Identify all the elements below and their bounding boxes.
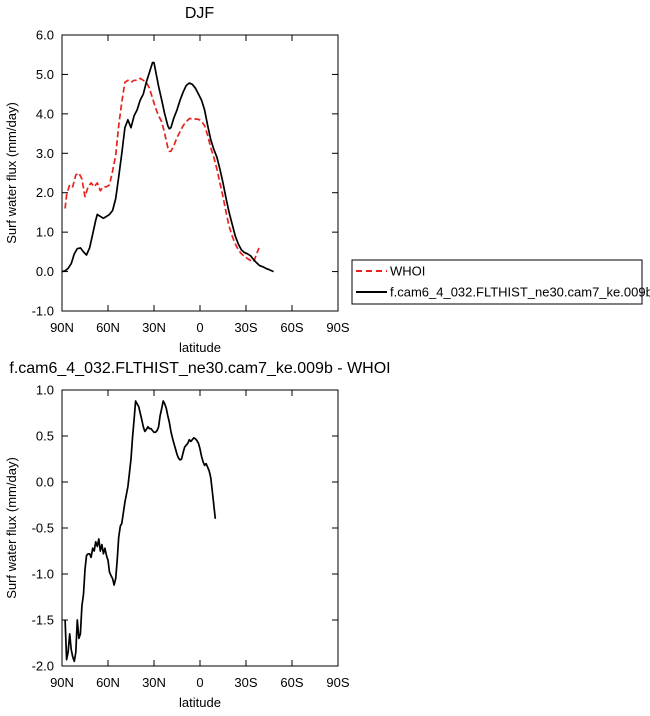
top-y-axis: -1.0 0.0 1.0 2.0 3.0 4.0 5.0 6.0	[32, 28, 338, 319]
top-x-tick-label: 60S	[280, 320, 303, 335]
top-y-tick-label: 1.0	[36, 225, 54, 240]
bottom-y-tick-label: -2.0	[32, 659, 54, 674]
top-x-tick-label: 30N	[142, 320, 166, 335]
bottom-y-axis-label: Surf water flux (mm/day)	[4, 457, 19, 599]
bottom-y-axis: -2.0 -1.5 -1.0 -0.5 0.0 0.5 1.0	[32, 383, 338, 674]
bottom-series-line-0	[64, 400, 217, 663]
top-y-tick-label: 5.0	[36, 67, 54, 82]
bottom-y-tick-label: -1.5	[32, 613, 54, 628]
top-x-axis: 90N 60N 30N 0 30S 60S 90S	[50, 35, 350, 335]
top-lines	[61, 61, 274, 273]
bottom-title: f.cam6_4_032.FLTHIST_ne30.cam7_ke.009b -…	[9, 360, 390, 377]
top-title: DJF	[185, 5, 215, 22]
bottom-y-tick-label: 1.0	[36, 383, 54, 398]
bottom-plot-frame	[61, 389, 339, 667]
bottom-x-tick-label: 60N	[96, 675, 120, 690]
bottom-x-tick-label: 30N	[142, 675, 166, 690]
panel-top: DJF 90N 60N 30N 0 30S 60S 90S -1.0 0.0 1.0 2.0 3.0…	[4, 5, 650, 355]
bottom-x-tick-label: 0	[196, 675, 203, 690]
bottom-x-tick-label: 30S	[234, 675, 257, 690]
top-series-line-1	[61, 61, 274, 273]
top-series-line-0	[64, 77, 260, 263]
bottom-x-tick-label: 90S	[326, 675, 349, 690]
panel-bottom: f.cam6_4_032.FLTHIST_ne30.cam7_ke.009b -…	[4, 360, 391, 710]
bottom-x-tick-label: 90N	[50, 675, 74, 690]
top-plot-frame	[61, 34, 339, 312]
top-y-tick-label: -1.0	[32, 304, 54, 319]
top-y-axis-label: Surf water flux (mm/day)	[4, 102, 19, 244]
top-x-tick-label: 0	[196, 320, 203, 335]
top-x-tick-label: 90N	[50, 320, 74, 335]
bottom-y-tick-label: -1.0	[32, 567, 54, 582]
bottom-lines	[64, 400, 217, 663]
top-x-tick-label: 60N	[96, 320, 120, 335]
top-x-axis-label: latitude	[179, 340, 221, 355]
bottom-x-axis: 90N 60N 30N 0 30S 60S 90S	[50, 390, 350, 690]
bottom-y-tick-label: 0.0	[36, 475, 54, 490]
top-x-tick-label: 30S	[234, 320, 257, 335]
legend-label-whoi: WHOI	[390, 264, 425, 279]
top-y-tick-label: 3.0	[36, 146, 54, 161]
legend-label-model: f.cam6_4_032.FLTHIST_ne30.cam7_ke.009b	[390, 285, 650, 300]
legend-box	[351, 259, 643, 305]
top-y-tick-label: 0.0	[36, 264, 54, 279]
top-y-tick-label: 2.0	[36, 185, 54, 200]
bottom-y-tick-label: -0.5	[32, 521, 54, 536]
top-y-tick-label: 6.0	[36, 28, 54, 43]
top-y-tick-label: 4.0	[36, 106, 54, 121]
legend: WHOI f.cam6_4_032.FLTHIST_ne30.cam7_ke.0…	[351, 259, 650, 305]
bottom-x-tick-label: 60S	[280, 675, 303, 690]
bottom-x-axis-label: latitude	[179, 695, 221, 710]
bottom-y-tick-label: 0.5	[36, 429, 54, 444]
top-x-tick-label: 90S	[326, 320, 349, 335]
